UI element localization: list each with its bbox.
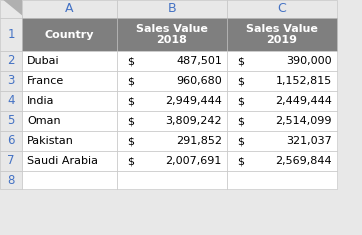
Bar (0, 171, 22, 189)
Bar (0, 151, 22, 171)
Bar (117, 18, 227, 51)
Text: France: France (27, 76, 64, 86)
Text: $: $ (237, 116, 244, 126)
Text: 291,852: 291,852 (176, 136, 222, 146)
Text: 7: 7 (7, 154, 15, 168)
Bar (227, 131, 337, 151)
Text: 3: 3 (7, 74, 15, 87)
Text: 2: 2 (7, 55, 15, 67)
Text: 2,514,099: 2,514,099 (275, 116, 332, 126)
Bar (0, 111, 22, 131)
Text: 5: 5 (7, 114, 15, 128)
Text: C: C (278, 3, 286, 16)
Text: B: B (168, 3, 176, 16)
Bar (227, 51, 337, 71)
Polygon shape (3, 0, 22, 15)
Bar (117, 111, 227, 131)
Text: Saudi Arabia: Saudi Arabia (27, 156, 98, 166)
Text: 960,680: 960,680 (176, 76, 222, 86)
Bar (0, 0, 22, 18)
Text: $: $ (237, 76, 244, 86)
Bar (22, 171, 117, 189)
Text: $: $ (237, 136, 244, 146)
Text: 2,007,691: 2,007,691 (166, 156, 222, 166)
Bar (0, 51, 22, 71)
Text: 321,037: 321,037 (286, 136, 332, 146)
Text: 2,949,444: 2,949,444 (165, 96, 222, 106)
Bar (22, 0, 117, 18)
Bar (117, 0, 227, 18)
Bar (117, 131, 227, 151)
Bar (227, 111, 337, 131)
Text: 487,501: 487,501 (176, 56, 222, 66)
Text: India: India (27, 96, 55, 106)
Bar (22, 51, 117, 71)
Bar (22, 91, 117, 111)
Text: 3,809,242: 3,809,242 (165, 116, 222, 126)
Text: $: $ (237, 96, 244, 106)
Bar (22, 71, 117, 91)
Bar (117, 51, 227, 71)
Bar (227, 171, 337, 189)
Text: 2,449,444: 2,449,444 (275, 96, 332, 106)
Bar (227, 18, 337, 51)
Text: $: $ (127, 136, 134, 146)
Bar (0, 131, 22, 151)
Text: $: $ (127, 96, 134, 106)
Text: 6: 6 (7, 134, 15, 148)
Text: 8: 8 (7, 173, 15, 187)
Bar (227, 91, 337, 111)
Text: Dubai: Dubai (27, 56, 60, 66)
Text: Country: Country (45, 30, 94, 39)
Bar (117, 91, 227, 111)
Text: A: A (65, 3, 74, 16)
Bar (227, 151, 337, 171)
Text: 4: 4 (7, 94, 15, 107)
Text: $: $ (237, 56, 244, 66)
Bar (22, 151, 117, 171)
Text: $: $ (127, 56, 134, 66)
Bar (22, 18, 117, 51)
Bar (0, 71, 22, 91)
Text: $: $ (127, 76, 134, 86)
Bar (117, 171, 227, 189)
Text: Pakistan: Pakistan (27, 136, 74, 146)
Bar (0, 91, 22, 111)
Text: Sales Value
2018: Sales Value 2018 (136, 24, 208, 45)
Bar (117, 151, 227, 171)
Text: $: $ (127, 116, 134, 126)
Text: 390,000: 390,000 (286, 56, 332, 66)
Text: 1: 1 (7, 28, 15, 41)
Bar (227, 71, 337, 91)
Text: 2,569,844: 2,569,844 (275, 156, 332, 166)
Bar (117, 71, 227, 91)
Bar (22, 131, 117, 151)
Text: 1,152,815: 1,152,815 (276, 76, 332, 86)
Bar (0, 18, 22, 51)
Text: $: $ (237, 156, 244, 166)
Text: Oman: Oman (27, 116, 60, 126)
Bar (22, 111, 117, 131)
Text: $: $ (127, 156, 134, 166)
Text: Sales Value
2019: Sales Value 2019 (246, 24, 318, 45)
Bar (227, 0, 337, 18)
